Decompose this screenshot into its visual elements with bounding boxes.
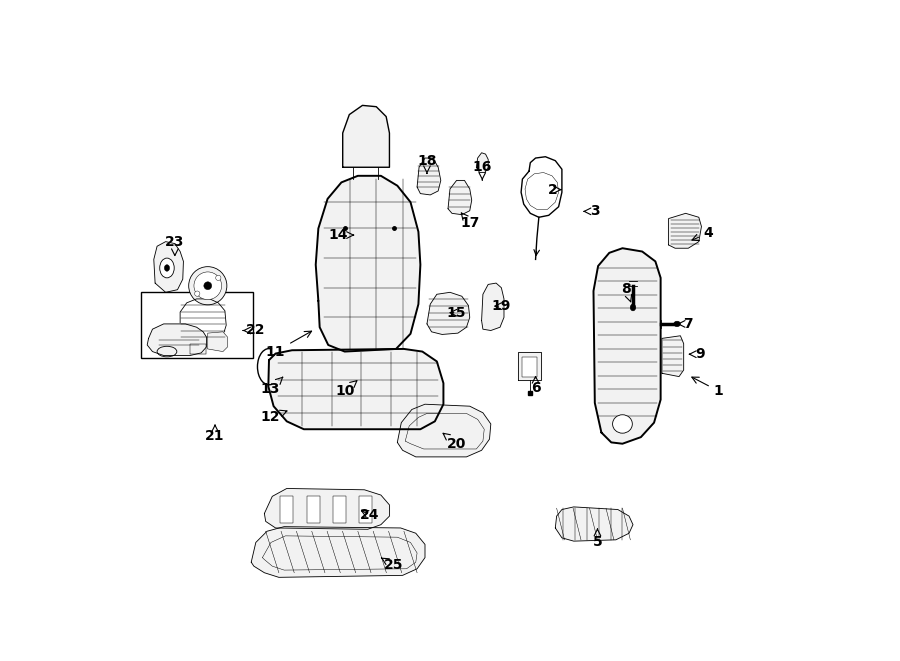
Ellipse shape	[203, 282, 212, 290]
Polygon shape	[518, 352, 541, 380]
Text: 4: 4	[692, 226, 714, 241]
Polygon shape	[268, 349, 444, 429]
Ellipse shape	[159, 258, 175, 278]
Text: 3: 3	[584, 204, 599, 218]
Bar	[359, 496, 373, 523]
Polygon shape	[555, 507, 633, 541]
Text: 8: 8	[622, 282, 632, 302]
Text: 5: 5	[592, 529, 602, 549]
Text: 17: 17	[460, 213, 480, 230]
Polygon shape	[251, 527, 425, 577]
Polygon shape	[343, 105, 390, 167]
Text: 19: 19	[491, 299, 511, 313]
Polygon shape	[669, 214, 701, 249]
Polygon shape	[154, 242, 184, 292]
Bar	[333, 496, 346, 523]
Text: 14: 14	[328, 228, 354, 242]
Text: 21: 21	[205, 425, 225, 443]
Polygon shape	[662, 336, 684, 377]
Polygon shape	[190, 344, 206, 354]
Bar	[280, 496, 293, 523]
Text: 9: 9	[689, 347, 705, 361]
Ellipse shape	[613, 414, 633, 433]
Text: 13: 13	[261, 377, 283, 396]
Polygon shape	[316, 176, 420, 352]
Text: 15: 15	[446, 306, 466, 320]
Polygon shape	[397, 405, 490, 457]
Ellipse shape	[216, 275, 220, 280]
Polygon shape	[476, 153, 488, 173]
Polygon shape	[180, 299, 226, 345]
Polygon shape	[593, 249, 661, 444]
Polygon shape	[427, 292, 470, 334]
Ellipse shape	[630, 304, 635, 311]
Ellipse shape	[674, 321, 680, 327]
Text: 25: 25	[382, 558, 404, 572]
Ellipse shape	[194, 291, 200, 296]
Text: 22: 22	[243, 323, 266, 338]
Text: 2: 2	[548, 182, 561, 196]
Ellipse shape	[194, 272, 221, 299]
Text: 18: 18	[418, 153, 436, 173]
Text: 24: 24	[360, 508, 380, 522]
Text: 10: 10	[335, 381, 357, 398]
Text: 23: 23	[166, 235, 184, 256]
Polygon shape	[148, 324, 206, 356]
Polygon shape	[417, 158, 441, 195]
Polygon shape	[265, 488, 390, 529]
Text: 7: 7	[678, 317, 693, 331]
Text: 12: 12	[261, 410, 287, 424]
Text: 1: 1	[692, 377, 724, 398]
Ellipse shape	[165, 264, 169, 271]
Text: 20: 20	[443, 433, 466, 451]
Bar	[307, 496, 320, 523]
Text: 6: 6	[531, 377, 540, 395]
Polygon shape	[208, 332, 228, 352]
Ellipse shape	[189, 266, 227, 305]
Bar	[522, 357, 537, 377]
Text: 16: 16	[472, 160, 492, 180]
Polygon shape	[448, 180, 472, 215]
Bar	[140, 292, 253, 358]
Polygon shape	[482, 283, 504, 330]
Polygon shape	[521, 157, 562, 217]
Text: 11: 11	[266, 331, 311, 358]
